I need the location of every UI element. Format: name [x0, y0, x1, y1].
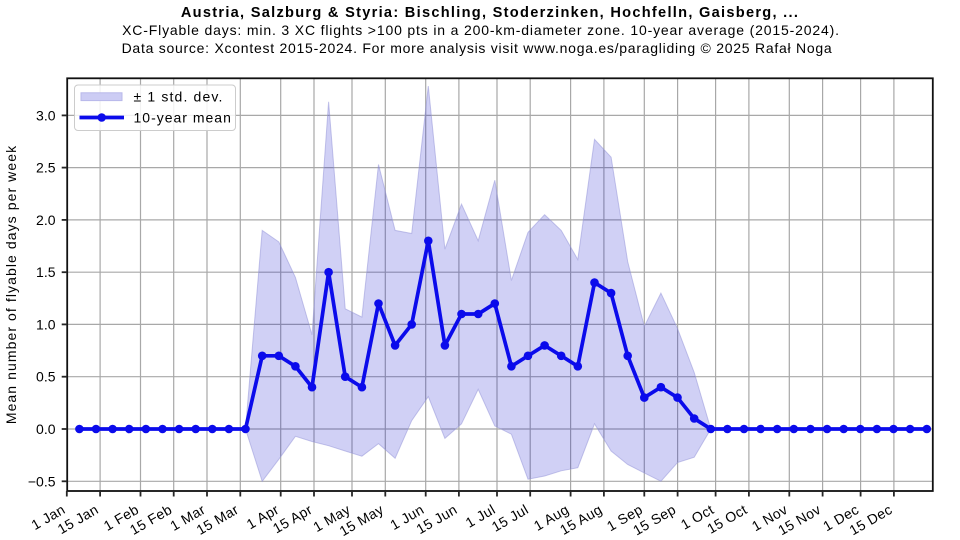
svg-text:0.5: 0.5: [36, 369, 56, 385]
svg-text:Data source: Xcontest 2015-202: Data source: Xcontest 2015-2024. For mor…: [122, 40, 833, 56]
svg-text:3.0: 3.0: [36, 107, 56, 123]
svg-text:1.5: 1.5: [36, 264, 56, 280]
svg-text:1.0: 1.0: [36, 316, 56, 332]
svg-text:0.0: 0.0: [36, 421, 56, 437]
svg-text:XC-Flyable days: min. 3 XC fli: XC-Flyable days: min. 3 XC flights >100 …: [122, 22, 840, 38]
svg-text:± 1 std. dev.: ± 1 std. dev.: [134, 89, 224, 105]
svg-text:10-year mean: 10-year mean: [134, 110, 232, 126]
svg-text:−0.5: −0.5: [28, 473, 56, 489]
svg-text:Austria, Salzburg & Styria: Bi: Austria, Salzburg & Styria: Bischling, S…: [181, 5, 799, 21]
svg-text:2.0: 2.0: [36, 212, 56, 228]
svg-text:2.5: 2.5: [36, 160, 56, 176]
svg-text:Mean number of flyable days pe: Mean number of flyable days per week: [3, 145, 19, 424]
